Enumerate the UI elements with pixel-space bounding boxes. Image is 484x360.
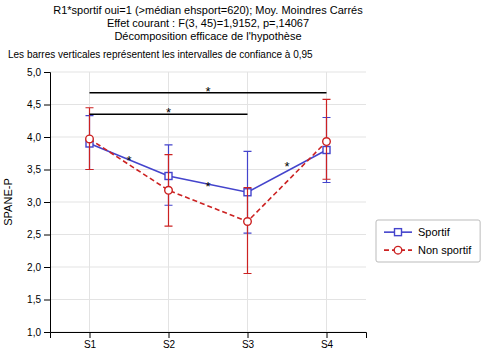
point — [165, 187, 173, 195]
tick-label: 2,0 — [27, 262, 41, 273]
error-bar — [86, 108, 94, 170]
tick: S2 — [163, 332, 176, 350]
grid-line-y — [50, 137, 366, 138]
tick-mark — [44, 72, 50, 73]
tick-mark — [44, 300, 50, 301]
plot: S1 S2 S3 S4 1,0 1,5 2,0 2,5 3,0 3,5 4,0 4,5 5,0 SPANE… — [2, 67, 367, 350]
tick-label: 4,5 — [27, 99, 41, 110]
tick-label: 4,0 — [27, 132, 41, 143]
tick-mark — [44, 202, 50, 203]
tick-mark — [327, 332, 328, 338]
tick: S3 — [242, 332, 255, 350]
legend-label: Non sportif — [418, 244, 472, 256]
tick-mark — [90, 332, 91, 338]
tick: S4 — [321, 332, 334, 350]
tick-mark — [44, 137, 50, 138]
tick-label: 1,0 — [27, 327, 41, 338]
axis-domain — [44, 73, 51, 333]
tick: 3,5 — [27, 164, 50, 175]
tick-mark — [44, 105, 50, 106]
tick-label: 3,0 — [27, 197, 41, 208]
legend-marker — [394, 246, 402, 254]
title: Décomposition efficace de l'hypothèse — [114, 30, 301, 42]
tick: 4,0 — [27, 132, 50, 143]
tick-label: S4 — [321, 339, 334, 350]
error-bar — [165, 155, 173, 227]
significance-label: * — [205, 84, 210, 99]
tick-label: S2 — [163, 339, 176, 350]
grid-line-y — [50, 299, 366, 300]
tick-mark — [248, 332, 249, 338]
tick: 2,0 — [27, 262, 50, 273]
x-axis: S1 S2 S3 S4 — [51, 332, 367, 350]
line — [90, 139, 327, 222]
y-axis: 1,0 1,5 2,0 2,5 3,0 3,5 4,0 4,5 5,0 — [27, 67, 50, 338]
tick-mark — [44, 267, 50, 268]
error-bar — [244, 188, 252, 274]
point — [323, 138, 331, 146]
tick-label: 1,5 — [27, 294, 41, 305]
annotation: * — [284, 159, 289, 174]
tick: 1,0 — [27, 327, 50, 338]
grid-line-y — [50, 234, 366, 235]
axis-domain — [51, 333, 367, 339]
legend-item: Sportif — [384, 226, 451, 238]
point — [86, 135, 94, 143]
tick: 1,5 — [27, 294, 50, 305]
tick: 4,5 — [27, 99, 50, 110]
tick-mark — [44, 235, 50, 236]
legend-marker — [395, 229, 402, 236]
tick-mark — [44, 332, 50, 333]
title-group: R1*sportif oui=1 (>médian ehsport=620); … — [53, 4, 363, 42]
grid — [50, 72, 366, 332]
grid-line-y — [50, 72, 366, 73]
title: R1*sportif oui=1 (>médian ehsport=620); … — [53, 4, 363, 16]
grid-line-y — [50, 267, 366, 268]
grid-line-y — [50, 169, 366, 170]
tick-label: 3,5 — [27, 164, 41, 175]
annotations: * * * * * — [126, 84, 289, 194]
legend: Sportif Non sportif — [376, 220, 480, 262]
marks — [86, 93, 331, 274]
tick: S1 — [84, 332, 97, 350]
annotation: * — [205, 179, 210, 194]
point — [244, 218, 252, 226]
legend-label: Sportif — [418, 226, 451, 238]
subtitle: Les barres verticales représentent les i… — [8, 49, 313, 60]
annotation: * — [126, 153, 131, 168]
title: Effet courant : F(3, 45)=1,9152, p=,1406… — [107, 17, 309, 29]
series — [86, 116, 331, 234]
error-bar — [323, 99, 331, 179]
tick-label: 2,5 — [27, 229, 41, 240]
chart: R1*sportif oui=1 (>médian ehsport=620); … — [0, 0, 484, 360]
tick-label: S1 — [84, 339, 97, 350]
grid-line-y — [50, 202, 366, 203]
significance-label: * — [166, 105, 171, 120]
tick: 2,5 — [27, 229, 50, 240]
series — [86, 99, 331, 273]
legend-item: Non sportif — [384, 244, 472, 256]
tick: 5,0 — [27, 67, 50, 78]
legend-box — [376, 220, 480, 262]
tick-mark — [44, 170, 50, 171]
y-axis-title: SPANE-P — [2, 178, 14, 225]
tick-label: 5,0 — [27, 67, 41, 78]
grid-line-y — [50, 104, 366, 105]
tick-label: S3 — [242, 339, 255, 350]
tick-mark — [169, 332, 170, 338]
tick: 3,0 — [27, 197, 50, 208]
